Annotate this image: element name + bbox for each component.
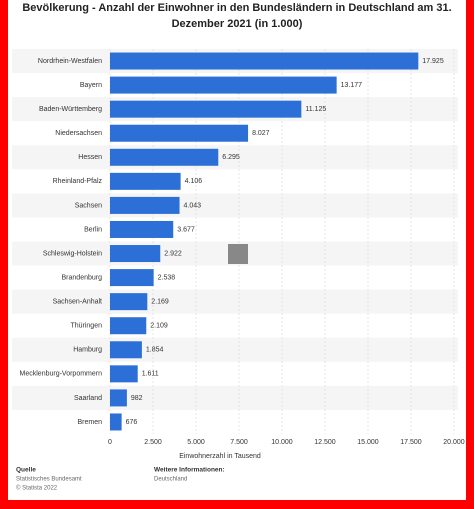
row-stripe <box>12 337 458 362</box>
row-stripe <box>12 193 458 218</box>
x-tick-label: 20.000 <box>443 439 465 446</box>
y-tick-label: Schleswig-Holstein <box>43 250 102 257</box>
source-line: © Statista 2022 <box>16 485 58 492</box>
bar <box>110 245 161 263</box>
x-tick-label: 2.500 <box>144 439 162 446</box>
y-tick-label: Rheinland-Pfalz <box>53 178 103 185</box>
info-line: Deutschland <box>154 477 187 483</box>
bar <box>110 341 142 359</box>
bar <box>110 220 174 238</box>
data-label: 2.169 <box>151 299 169 306</box>
x-axis-title: Einwohnerzahl in Tausend <box>179 453 261 460</box>
y-tick-label: Bremen <box>77 419 102 426</box>
y-tick-label: Niedersachsen <box>55 130 102 137</box>
bar <box>110 148 219 166</box>
row-stripe <box>12 385 458 410</box>
x-tick-label: 0 <box>108 439 112 446</box>
row-stripe <box>12 289 458 314</box>
y-tick-label: Nordrhein-Westfalen <box>38 58 102 65</box>
y-tick-label: Bayern <box>80 82 102 89</box>
bar <box>110 172 181 190</box>
bar <box>110 196 180 214</box>
bar <box>110 52 419 70</box>
bar <box>110 269 154 287</box>
x-tick-label: 7.500 <box>230 439 248 446</box>
y-tick-label: Hessen <box>78 154 102 161</box>
data-label: 982 <box>131 395 143 402</box>
x-tick-label: 15.000 <box>357 439 379 446</box>
bar <box>110 124 249 142</box>
data-label: 11.125 <box>305 106 326 113</box>
bar <box>110 317 147 335</box>
data-label: 2.922 <box>164 250 182 257</box>
y-tick-label: Baden-Württemberg <box>39 106 102 113</box>
data-label: 2.109 <box>150 323 168 330</box>
data-label: 4.106 <box>185 178 203 185</box>
x-tick-label: 5.000 <box>187 439 205 446</box>
x-tick-label: 10.000 <box>271 439 293 446</box>
data-label: 4.043 <box>184 202 202 209</box>
y-tick-label: Thüringen <box>70 323 102 330</box>
y-tick-label: Sachsen <box>75 202 102 209</box>
data-label: 8.027 <box>252 130 270 137</box>
data-label: 6.295 <box>222 154 240 161</box>
y-tick-label: Hamburg <box>73 347 102 354</box>
info-heading: Weitere Informationen: <box>154 467 225 474</box>
data-label: 1.854 <box>146 347 164 354</box>
y-tick-label: Mecklenburg-Vorpommern <box>20 371 103 378</box>
row-stripe <box>12 145 458 170</box>
source-heading: Quelle <box>16 467 36 474</box>
y-tick-label: Saarland <box>74 395 102 402</box>
bar <box>110 76 337 94</box>
bar <box>110 413 122 431</box>
data-label: 676 <box>126 419 138 426</box>
y-tick-label: Brandenburg <box>62 274 103 281</box>
bar <box>110 100 302 118</box>
bar <box>110 389 127 407</box>
y-tick-label: Sachsen-Anhalt <box>53 299 102 306</box>
data-label: 2.538 <box>158 274 176 281</box>
placeholder-square <box>228 244 248 264</box>
y-tick-label: Berlin <box>84 226 102 233</box>
bar <box>110 365 138 383</box>
data-label: 17.925 <box>422 58 444 65</box>
data-label: 1.611 <box>142 371 159 378</box>
data-label: 3.677 <box>177 226 195 233</box>
bar <box>110 293 148 311</box>
x-tick-label: 12.500 <box>314 439 336 446</box>
x-tick-label: 17.500 <box>400 439 422 446</box>
chart-title: Bevölkerung - Anzahl der Einwohner in de… <box>22 2 451 30</box>
data-label: 13.177 <box>341 82 363 89</box>
source-line: Statistisches Bundesamt <box>16 477 82 483</box>
